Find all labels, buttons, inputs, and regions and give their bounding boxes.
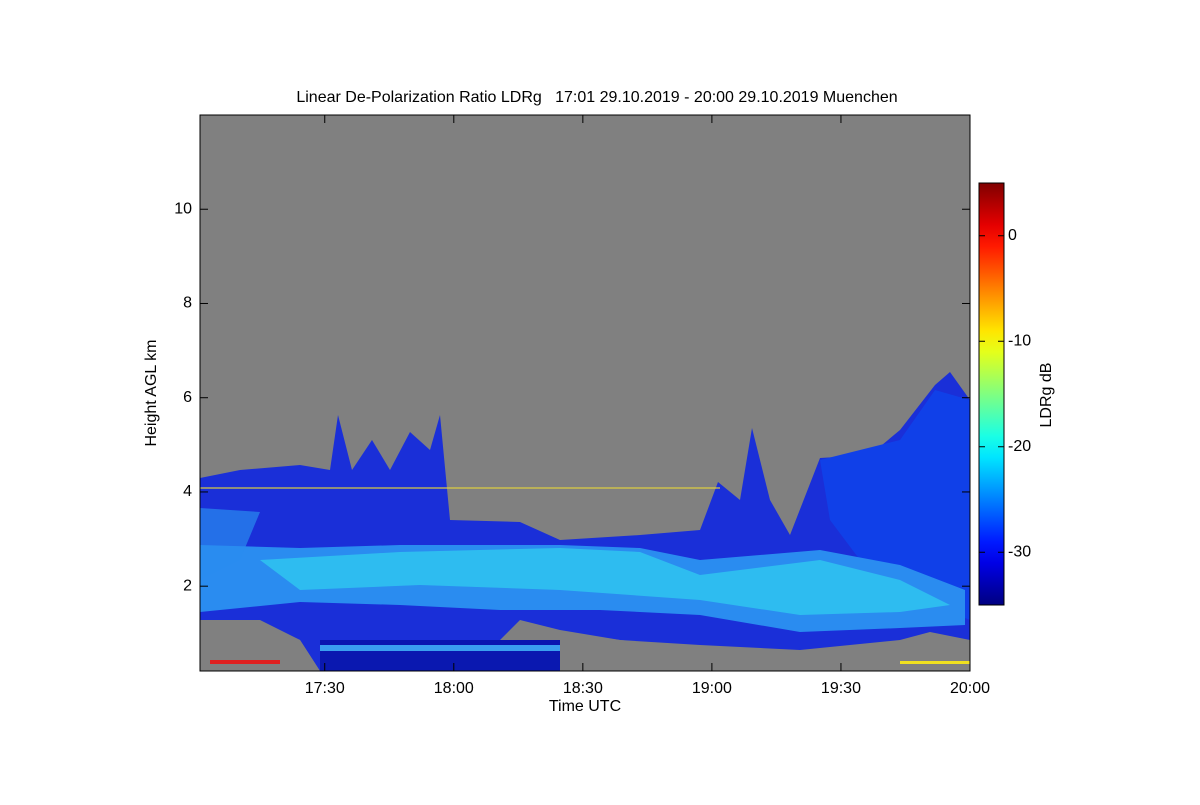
y-tick-label: 10 [174,200,192,217]
no-echo [200,620,320,671]
colorbar [978,182,1005,606]
colorbar-tick-label: -20 [1008,438,1031,455]
colorbar-tick-label: -30 [1008,543,1031,560]
colorbar-label: LDRg dB [1038,363,1055,428]
x-tick-label: 19:00 [692,680,732,697]
y-tick-label: 4 [183,483,192,500]
echo-band [260,548,950,615]
y-tick-label: 2 [183,577,192,594]
x-axis-label: Time UTC [549,698,621,715]
echo-line [210,660,280,664]
x-tick-label: 19:30 [821,680,861,697]
x-tick-label: 17:30 [305,680,345,697]
chart-title: Linear De-Polarization Ratio LDRg 17:01 … [296,89,897,106]
x-tick-label: 18:00 [434,680,474,697]
colorbar-tick-label: -10 [1008,332,1031,349]
echo-band [200,508,260,580]
x-tick-label: 20:00 [950,680,990,697]
x-tick-label: 18:30 [563,680,603,697]
echo-base [320,640,560,671]
no-echo [560,632,970,671]
y-tick-label: 6 [183,389,192,406]
echo-field [200,372,970,671]
echo-line [900,661,970,664]
colorbar-tick-label: 0 [1008,227,1017,244]
y-tick-label: 8 [183,295,192,312]
echo-region [820,390,970,620]
y-axis-label: Height AGL km [143,339,160,446]
plot-frame [199,114,971,672]
echo-line [200,487,720,489]
echo-line [320,645,560,651]
